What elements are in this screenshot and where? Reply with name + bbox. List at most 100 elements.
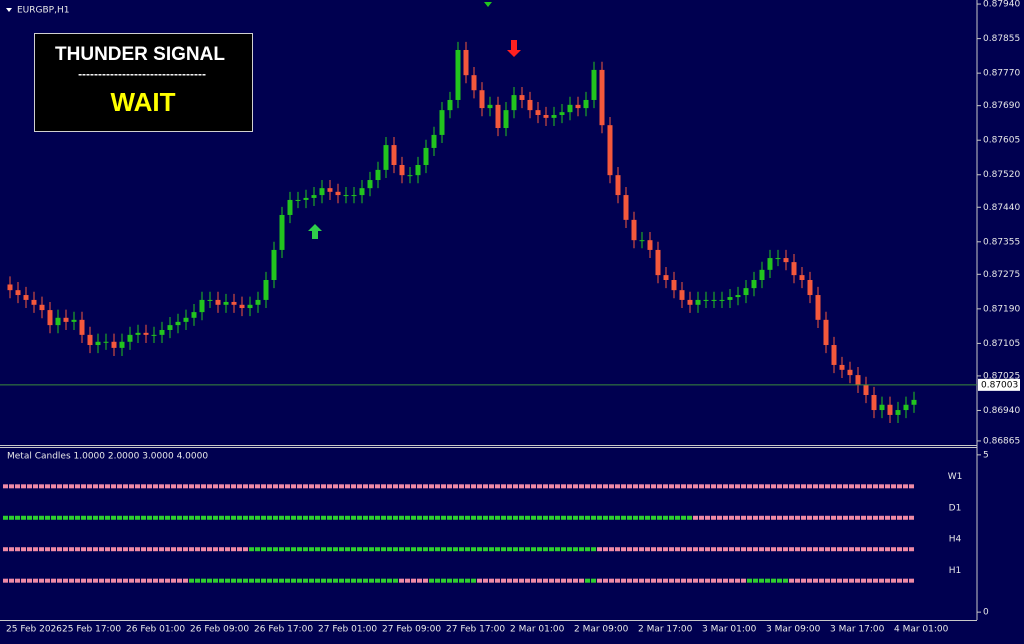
state-dot [291,515,296,520]
state-dot [813,484,818,489]
signal-status: WAIT [111,87,176,117]
state-dot [57,515,62,520]
state-dot [243,515,248,520]
state-dot [579,515,584,520]
state-dot [807,515,812,520]
y-tick-label: 0.87855 [983,34,1020,44]
state-dot [717,578,722,583]
state-dot [729,484,734,489]
state-dot [813,547,818,552]
state-dot [795,484,800,489]
menu-triangle[interactable] [6,8,12,12]
state-dot [885,515,890,520]
state-dot [735,515,740,520]
state-dot [219,578,224,583]
state-dot [585,484,590,489]
state-dot [675,484,680,489]
state-dot [705,484,710,489]
state-dot [63,547,68,552]
state-dot [519,547,524,552]
state-dot [831,578,836,583]
state-dot [447,578,452,583]
state-dot [741,547,746,552]
state-dot [897,547,902,552]
state-dot [741,578,746,583]
state-dot [171,547,176,552]
state-dot [747,578,752,583]
state-dot [255,484,260,489]
indicator-tick-label: 0 [983,608,989,618]
state-dot [351,484,356,489]
state-dot [789,547,794,552]
candle-body [567,104,573,113]
state-dot [573,547,578,552]
state-dot [225,578,230,583]
state-dot [531,515,536,520]
state-dot [363,515,368,520]
state-dot [735,484,740,489]
state-dot [273,484,278,489]
state-dot [213,578,218,583]
state-dot [195,578,200,583]
state-dot [525,578,530,583]
state-dot [405,547,410,552]
state-dot [81,515,86,520]
state-dot [159,578,164,583]
candle-body [247,304,253,309]
state-dot [9,484,14,489]
state-dot [513,578,518,583]
candle-body [847,369,853,376]
candle-body [31,299,37,305]
x-tick-label: 26 Feb 01:00 [126,625,185,635]
x-tick-label: 25 Feb 2026 [6,625,62,635]
x-tick-label: 25 Feb 17:00 [62,625,121,635]
state-dot [687,484,692,489]
state-dot [507,547,512,552]
state-dot [597,484,602,489]
state-dot [201,484,206,489]
y-tick-label: 0.87275 [983,270,1020,280]
candle-body [863,384,869,396]
state-dot [753,515,758,520]
state-dot [387,578,392,583]
signal-title: THUNDER SIGNAL [55,44,225,65]
state-dot [69,515,74,520]
state-dot [585,547,590,552]
state-dot [441,515,446,520]
candle-body [399,164,405,176]
state-dot [615,515,620,520]
state-dot [861,578,866,583]
state-dot [51,547,56,552]
state-dot [543,515,548,520]
state-dot [75,547,80,552]
state-dot [3,547,8,552]
state-dot [891,484,896,489]
state-dot [495,547,500,552]
x-tick-label: 26 Feb 09:00 [190,625,249,635]
state-dot [345,515,350,520]
state-dot [357,484,362,489]
state-dot [507,515,512,520]
state-dot [603,547,608,552]
state-dot [489,484,494,489]
last-price-label: 0.87003 [981,380,1018,390]
candle-body [559,112,565,116]
state-dot [759,515,764,520]
state-dot [303,547,308,552]
state-dot [639,515,644,520]
state-dot [711,547,716,552]
state-dot [903,578,908,583]
state-dot [771,515,776,520]
state-dot [135,578,140,583]
state-dot [183,578,188,583]
signal-separator: -------------------------------- [78,67,206,81]
state-dot [153,515,158,520]
state-dot [531,484,536,489]
state-dot [207,515,212,520]
state-dot [633,515,638,520]
state-dot [609,578,614,583]
state-dot [255,515,260,520]
candle-body [503,110,509,129]
state-dot [303,515,308,520]
state-dot [453,547,458,552]
